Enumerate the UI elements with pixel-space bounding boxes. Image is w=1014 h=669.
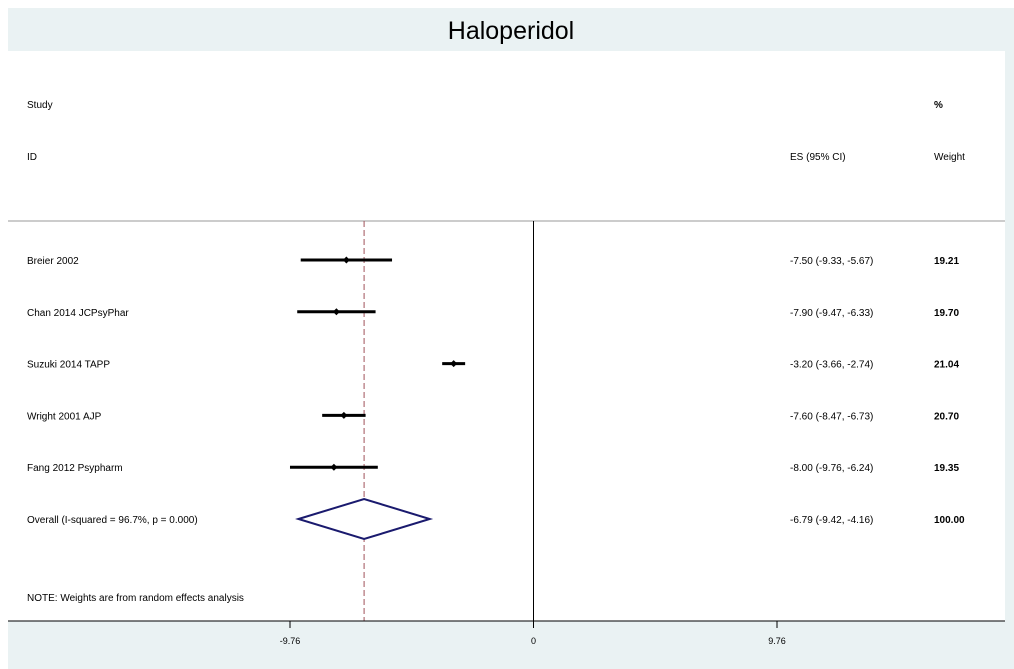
weight-label: 19.70 [934,308,959,319]
weight-label: 19.21 [934,256,959,267]
chart-title: Haloperidol [448,17,574,45]
header-study: Study [27,100,53,111]
study-label: Wright 2001 AJP [27,411,102,422]
x-tick-label: 9.76 [768,636,786,646]
header-id: ID [27,152,37,163]
overall-es-label: -6.79 (-9.42, -4.16) [790,515,873,526]
plot-area [8,51,1005,621]
effect-point [340,411,348,419]
es-ci-label: -7.60 (-8.47, -6.73) [790,411,873,422]
overall-label: Overall (I-squared = 96.7%, p = 0.000) [27,515,198,526]
study-label: Chan 2014 JCPsyPhar [27,308,129,319]
header-weight: Weight [934,152,965,163]
es-ci-label: -7.90 (-9.47, -6.33) [790,308,873,319]
weight-label: 21.04 [934,360,959,371]
header-percent: % [934,100,943,111]
weight-label: 20.70 [934,411,959,422]
es-ci-label: -3.20 (-3.66, -2.74) [790,360,873,371]
effect-point [450,360,458,368]
overall-diamond [295,497,434,541]
figure-frame: Haloperidol Study ID ES (95% CI) % Weigh… [8,8,1014,669]
effect-point [342,256,350,264]
es-ci-label: -7.50 (-9.33, -5.67) [790,256,873,267]
study-label: Suzuki 2014 TAPP [27,360,110,371]
overall-weight-label: 100.00 [934,515,965,526]
study-rows: Breier 2002 -7.50 (-9.33, -5.67) 19.21 Chan… [27,256,965,541]
effect-point [330,463,338,471]
x-tick-label: 0 [531,636,536,646]
weight-label: 19.35 [934,463,959,474]
x-tick-label: -9.76 [280,636,301,646]
study-label: Breier 2002 [27,256,79,267]
header-es: ES (95% CI) [790,152,846,163]
es-ci-label: -8.00 (-9.76, -6.24) [790,463,873,474]
study-label: Fang 2012 Psypharm [27,463,123,474]
effect-point [332,308,340,316]
forest-plot: Haloperidol Study ID ES (95% CI) % Weigh… [8,17,1005,646]
note-text: NOTE: Weights are from random effects an… [27,593,244,604]
x-axis-ticks: -9.76 0 9.76 [280,621,786,646]
